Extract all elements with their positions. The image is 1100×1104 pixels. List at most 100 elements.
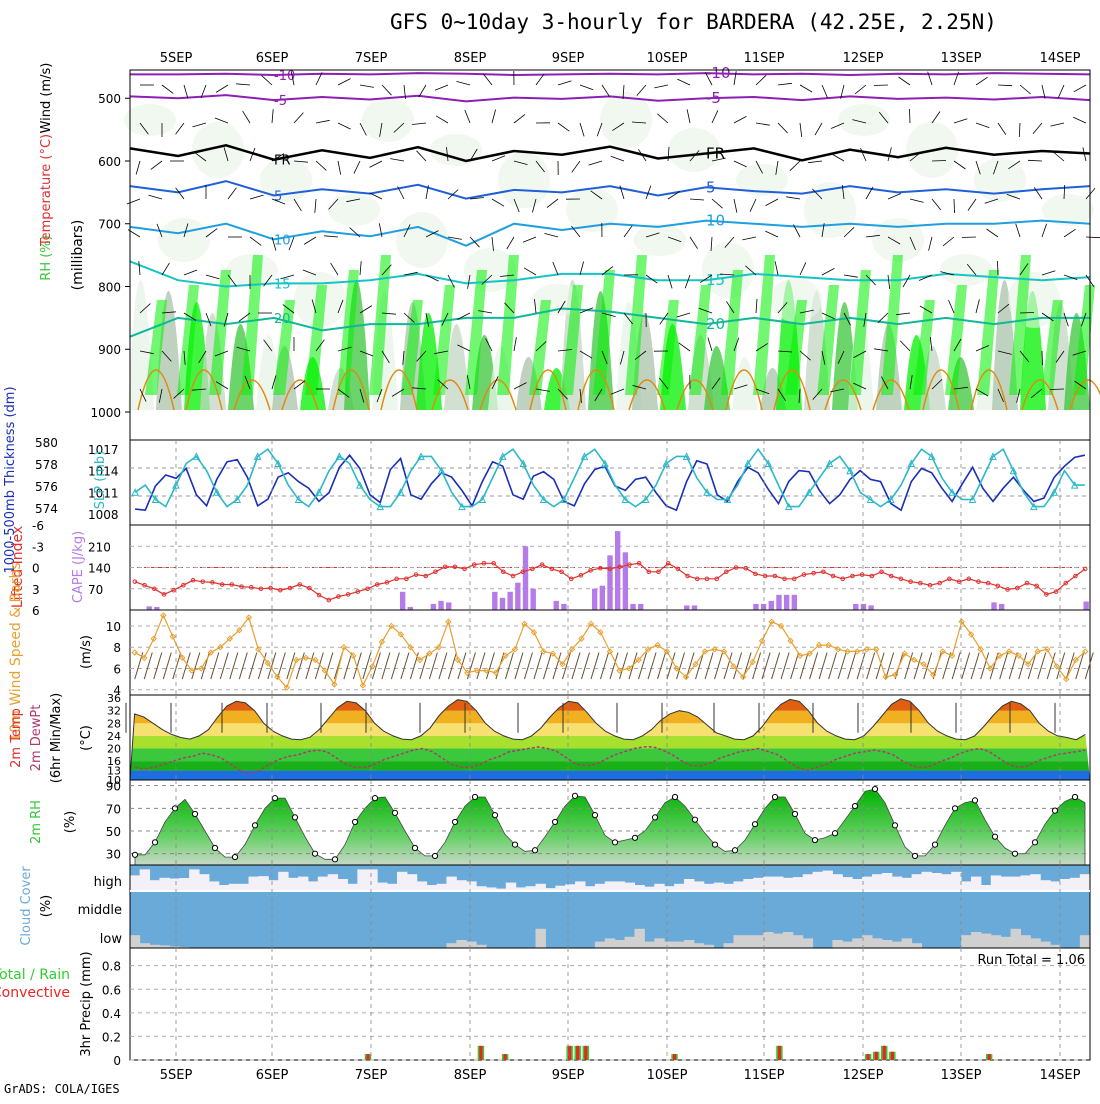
cape-bar xyxy=(1083,602,1088,611)
cloud-high-bar xyxy=(1050,881,1060,891)
cloud-high-bar xyxy=(417,881,427,891)
cape-bar xyxy=(623,552,628,610)
temp-contour-label-1: -5 xyxy=(706,89,721,107)
temp2m-tick-label: 16 xyxy=(107,755,121,768)
rh2m-tick-label: 30 xyxy=(106,848,121,862)
pressure-tick-label: 800 xyxy=(98,280,121,294)
rh2m-marker xyxy=(872,786,877,791)
cloud-low-bar xyxy=(466,942,476,948)
cloud-high-bar xyxy=(298,877,308,891)
rh-blob xyxy=(158,218,210,262)
run-total-text: Run Total = 1.06 xyxy=(977,953,1085,968)
dewpt-axis-label: 2m DewPt xyxy=(29,705,44,772)
cloud-high-bar xyxy=(179,878,189,891)
cloud-high-bar xyxy=(1070,878,1080,891)
cloud-high-bar xyxy=(941,874,951,891)
rh2m-marker xyxy=(1032,840,1037,845)
precip-convective-bar xyxy=(875,1052,878,1060)
rh2m-marker xyxy=(472,794,477,799)
pressure-tick-label: 1000 xyxy=(90,406,121,420)
rh2m-marker xyxy=(512,842,517,847)
cloud-high-bar xyxy=(249,877,259,891)
cloud-high-bar xyxy=(288,878,298,891)
pressure-tick-label: 500 xyxy=(98,92,121,106)
temp-contour-label-4b: 10 xyxy=(274,233,291,248)
day-label-bottom: 6SEP xyxy=(256,1068,289,1083)
cloud-high-bar xyxy=(852,879,862,891)
precip-convective-bar xyxy=(988,1054,991,1060)
rh-blob xyxy=(430,134,482,166)
cloud-low-bar xyxy=(763,932,773,948)
cape-bar xyxy=(607,555,612,610)
day-label-top: 11SEP xyxy=(744,51,785,66)
temp-band xyxy=(130,749,1090,762)
cloud-high-bar xyxy=(169,879,179,891)
cloud-high-bar xyxy=(813,872,823,891)
cloud-high-bar xyxy=(793,877,803,891)
rh2m-marker xyxy=(192,811,197,816)
rh2m-marker xyxy=(792,811,797,816)
cloud-low-label: low xyxy=(100,932,123,947)
rh2m-marker xyxy=(672,794,677,799)
rh-blob xyxy=(940,254,992,286)
cloud-low-bar xyxy=(536,929,546,948)
cloud-low-bar xyxy=(991,935,1001,948)
rh2m-marker xyxy=(732,848,737,853)
temp2m-tick-label: 24 xyxy=(107,730,121,743)
cloud-low-bar xyxy=(961,935,971,948)
cloud-high-bar xyxy=(209,881,219,891)
rh2m-tick-label: 90 xyxy=(106,780,121,794)
cape-bar xyxy=(531,589,536,610)
day-label-top: 8SEP xyxy=(454,51,487,66)
cloud-high-bar xyxy=(922,872,932,891)
cloud-low-bar xyxy=(130,935,140,948)
rh2m-marker xyxy=(152,840,157,845)
cloud-high-bar xyxy=(437,884,447,891)
precip-total-label: Total / Rain xyxy=(0,967,70,983)
cloud-high-bar xyxy=(753,878,763,891)
cape-tick-label: 210 xyxy=(88,540,111,554)
day-label-bottom: 14SEP xyxy=(1040,1068,1081,1083)
wind-barb xyxy=(998,261,999,275)
cloud-high-bar xyxy=(199,874,209,891)
chart-title: GFS 0~10day 3-hourly for BARDERA (42.25E… xyxy=(390,10,997,34)
cloud-high-bar xyxy=(1060,879,1070,891)
cloud-high-bar xyxy=(882,873,892,891)
temp-contour-label-0: -10 xyxy=(706,64,731,82)
cape-bar xyxy=(615,531,620,610)
precip-tick-label: 0.6 xyxy=(102,983,121,997)
temp-contour-label-5b: 15 xyxy=(274,277,291,292)
day-label-top: 6SEP xyxy=(256,51,289,66)
lifted-tick-label: -3 xyxy=(32,540,44,554)
cloud-high-bar xyxy=(536,884,546,891)
cloud-high-bar xyxy=(872,874,882,891)
cape-bar xyxy=(853,604,858,610)
cloud-high-bar xyxy=(862,877,872,891)
thickness-tick-label: 580 xyxy=(35,436,58,450)
precip-frame xyxy=(130,948,1090,1060)
rh2m-marker xyxy=(712,842,717,847)
cloud-low-bar xyxy=(446,943,456,948)
cloud-high-bar xyxy=(407,874,417,891)
thickness-tick-label: 574 xyxy=(35,502,58,516)
cloud-high-bar xyxy=(387,884,397,891)
rh2m-marker xyxy=(772,794,777,799)
cloud-low-bar xyxy=(1011,929,1021,948)
precip-convective-bar xyxy=(883,1046,886,1060)
cloud-low-bar xyxy=(694,943,704,948)
rh2m-marker xyxy=(632,835,637,840)
cloud-high-bar xyxy=(1040,880,1050,891)
cloud-high-bar xyxy=(1080,874,1090,891)
rh2m-marker xyxy=(412,845,417,850)
cloud-high-bar xyxy=(694,881,704,891)
cloud-high-label: high xyxy=(94,875,122,890)
day-label-bottom: 13SEP xyxy=(941,1068,982,1083)
precip-convective-bar xyxy=(778,1046,781,1060)
cloud-low-bar xyxy=(862,935,872,948)
cloud-high-bar xyxy=(625,883,635,891)
cloud-low-bar xyxy=(644,942,654,948)
cloud-high-bar xyxy=(159,878,169,891)
cloud-low-bar xyxy=(832,940,842,948)
cloud-high-bar xyxy=(328,874,338,891)
temp-band xyxy=(130,771,1090,780)
